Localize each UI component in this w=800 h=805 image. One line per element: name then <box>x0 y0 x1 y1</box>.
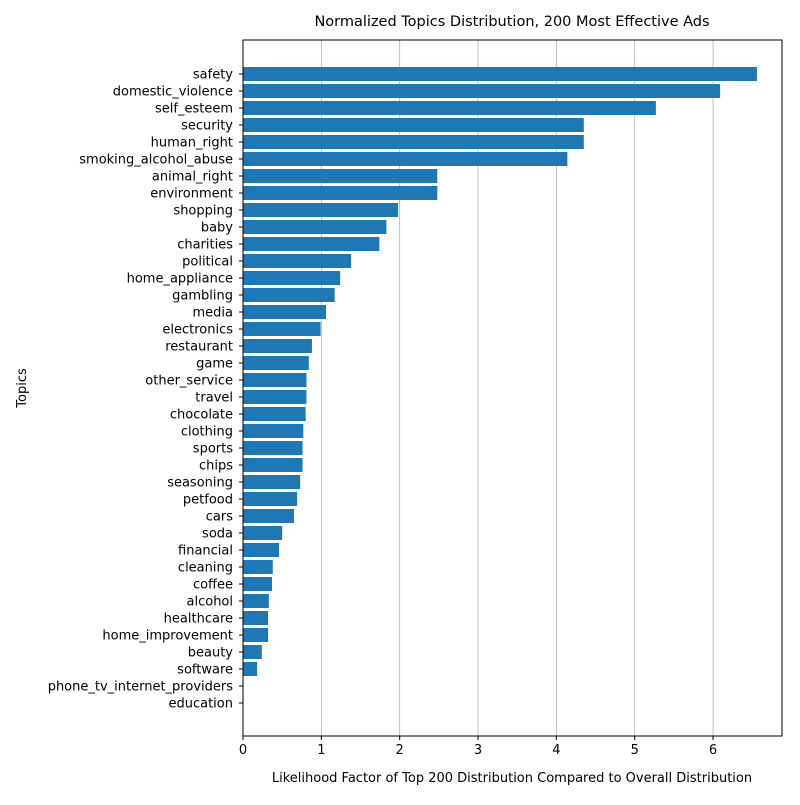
y-tick-label: environment <box>150 187 233 202</box>
y-tick-label: software <box>177 663 233 678</box>
bar-restaurant <box>243 339 312 353</box>
y-tick-label: soda <box>202 527 233 542</box>
x-axis-label: Likelihood Factor of Top 200 Distributio… <box>272 771 752 786</box>
y-tick-label: electronics <box>162 323 233 338</box>
x-tick-label: 1 <box>317 743 325 758</box>
bar-baby <box>243 220 387 234</box>
bar-clothing <box>243 424 304 438</box>
bar-coffee <box>243 577 272 591</box>
y-tick-label: sports <box>193 442 233 457</box>
y-tick-label: coffee <box>193 578 233 593</box>
y-tick-label: safety <box>193 68 233 83</box>
y-tick-label: self_esteem <box>155 102 233 117</box>
bar-petfood <box>243 492 298 506</box>
y-tick-label: cleaning <box>178 561 233 576</box>
y-tick-label: home_improvement <box>102 629 233 644</box>
x-tick-label: 6 <box>709 743 717 758</box>
bar-media <box>243 305 327 319</box>
y-tick-label: political <box>182 255 233 270</box>
bar-other_service <box>243 373 307 387</box>
bar-cars <box>243 509 294 523</box>
y-tick-label: charities <box>177 238 233 253</box>
bar-software <box>243 662 258 676</box>
bar-chocolate <box>243 407 306 421</box>
y-tick-label: gambling <box>172 289 233 304</box>
bar-chips <box>243 458 303 472</box>
bar-self_esteem <box>243 101 656 115</box>
bar-alcohol <box>243 594 269 608</box>
y-axis-ticks: safety domestic_violence self_esteemsecuri… <box>48 68 243 712</box>
y-tick-label: home_appliance <box>127 272 233 287</box>
bar-political <box>243 254 352 268</box>
y-tick-label: healthcare <box>164 612 233 627</box>
x-tick-label: 5 <box>631 743 639 758</box>
y-tick-label: shopping <box>173 204 233 219</box>
bar-electronics <box>243 322 321 336</box>
y-tick-label: financial <box>178 544 233 559</box>
y-tick-label: media <box>193 306 234 321</box>
bar-financial <box>243 543 280 557</box>
bar-seasoning <box>243 475 301 489</box>
bar-gambling <box>243 288 335 302</box>
y-tick-label: seasoning <box>167 476 233 491</box>
bar-human_right <box>243 135 584 149</box>
chart-title: Normalized Topics Distribution, 200 Most… <box>314 14 709 30</box>
x-tick-label: 4 <box>552 743 560 758</box>
bar-shopping <box>243 203 399 217</box>
y-tick-label: cars <box>206 510 233 525</box>
bars <box>243 67 757 676</box>
y-tick-label: education <box>168 697 233 712</box>
bar-game <box>243 356 309 370</box>
y-tick-label: animal_right <box>152 170 233 185</box>
bar-domestic_violence <box>243 84 721 98</box>
y-tick-label: alcohol <box>187 595 233 610</box>
y-tick-label: chips <box>199 459 233 474</box>
x-tick-label: 3 <box>474 743 482 758</box>
y-tick-label: petfood <box>183 493 233 508</box>
bar-home_improvement <box>243 628 269 642</box>
y-tick-label: domestic_violence <box>113 85 233 100</box>
y-tick-label: other_service <box>145 374 233 389</box>
y-tick-label: human_right <box>151 136 233 151</box>
bar-travel <box>243 390 307 404</box>
bar-safety <box>243 67 757 81</box>
y-tick-label: game <box>196 357 233 372</box>
plot-frame <box>242 39 783 737</box>
y-tick-label: clothing <box>181 425 233 440</box>
x-tick-label: 0 <box>239 743 247 758</box>
x-axis-ticks: 0 1 2 3 4 5 6 <box>239 736 717 758</box>
bar-soda <box>243 526 283 540</box>
y-tick-label: restaurant <box>165 340 233 355</box>
bar-animal_right <box>243 169 438 183</box>
bar-charities <box>243 237 380 251</box>
bar-environment <box>243 186 438 200</box>
y-tick-label: travel <box>195 391 233 406</box>
bar-smoking_alcohol_abuse <box>243 152 568 166</box>
y-tick-label: smoking_alcohol_abuse <box>79 153 233 168</box>
y-tick-label: chocolate <box>170 408 233 423</box>
x-tick-label: 2 <box>396 743 404 758</box>
y-tick-label: baby <box>201 221 233 236</box>
bar-sports <box>243 441 303 455</box>
y-tick-label: phone_tv_internet_providers <box>48 680 234 695</box>
y-tick-label: security <box>181 119 233 134</box>
bar-security <box>243 118 584 132</box>
y-axis-label: Topics <box>15 368 30 409</box>
bar-home_appliance <box>243 271 341 285</box>
bar-cleaning <box>243 560 273 574</box>
y-tick-label: beauty <box>188 646 234 661</box>
bar-healthcare <box>243 611 269 625</box>
bar-beauty <box>243 645 262 659</box>
